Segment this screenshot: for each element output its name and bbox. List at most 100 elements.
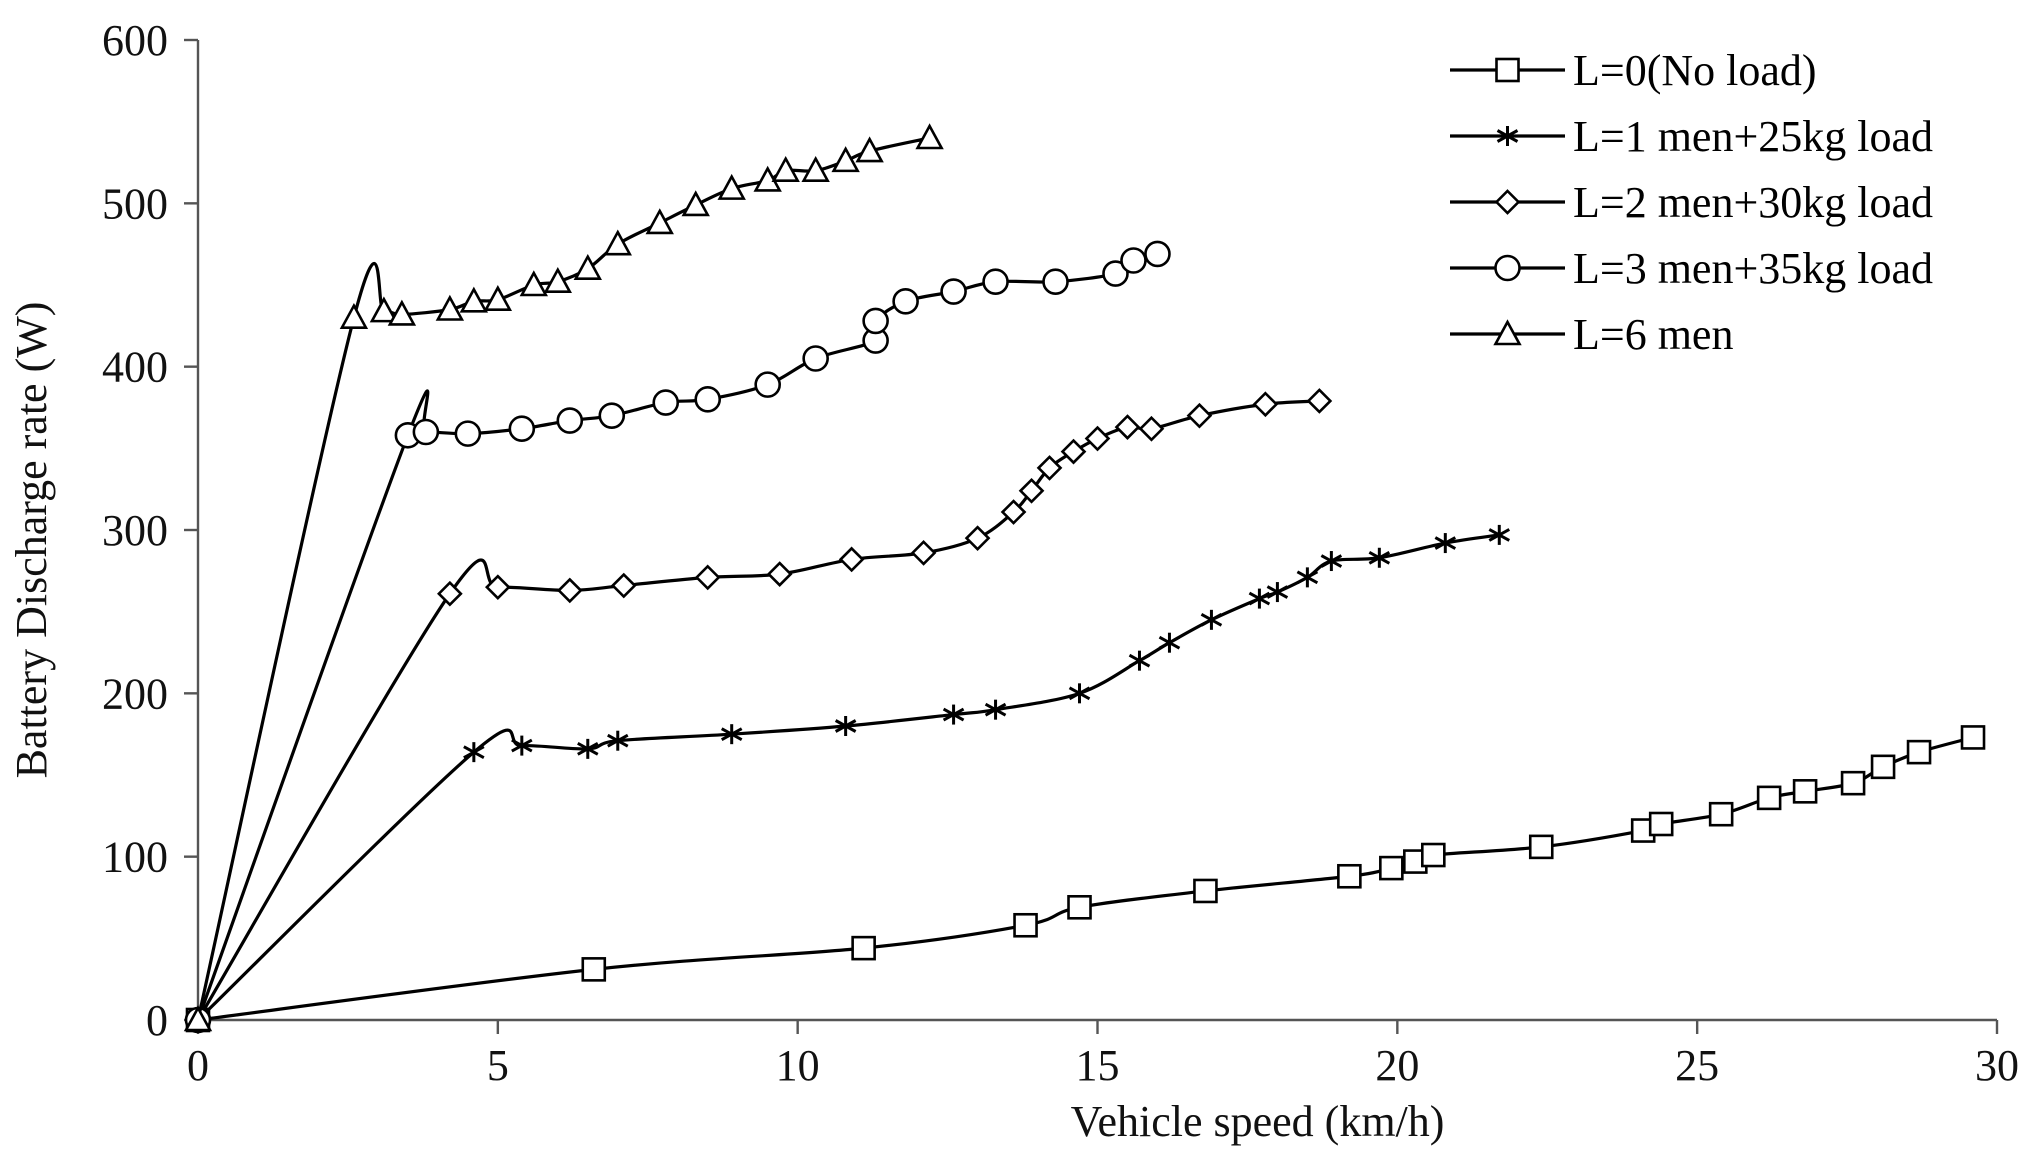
triangle-marker <box>369 296 399 323</box>
asterisk-marker <box>511 735 533 756</box>
diamond-marker <box>1114 414 1141 440</box>
triangle-marker <box>483 284 513 312</box>
circle-marker <box>598 402 626 429</box>
triangle-marker <box>915 123 944 150</box>
legend-label: L=2 men+30kg load <box>1573 178 1933 227</box>
triangle-marker <box>387 299 417 326</box>
triangle-marker <box>183 1005 213 1032</box>
square-marker <box>1648 811 1674 837</box>
circle-marker <box>454 420 482 447</box>
triangle-marker <box>435 294 465 321</box>
diamond-marker <box>1306 388 1333 414</box>
circle-marker <box>412 418 440 446</box>
asterisk-marker <box>942 704 965 725</box>
circle-marker <box>892 288 919 315</box>
asterisk-marker <box>1266 582 1289 603</box>
triangle-marker <box>855 136 884 163</box>
y-tick-label: 0 <box>146 996 168 1045</box>
diamond-marker <box>694 564 721 591</box>
legend-label: L=0(No load) <box>1573 46 1817 95</box>
square-marker <box>1792 779 1818 804</box>
square-marker <box>1708 801 1734 827</box>
series-triangle <box>183 123 944 1032</box>
x-tick-label: 0 <box>187 1041 209 1090</box>
square-marker <box>1337 863 1362 889</box>
series-line <box>196 533 1500 1022</box>
x-tick-label: 20 <box>1375 1041 1419 1090</box>
x-tick-label: 30 <box>1975 1041 2019 1090</box>
triangle-marker <box>573 253 602 280</box>
square-marker <box>1193 878 1218 904</box>
asterisk-marker <box>1248 588 1271 609</box>
diamond-marker <box>1060 438 1087 465</box>
diamond-marker <box>1036 455 1063 481</box>
diamond-marker <box>1138 415 1165 442</box>
legend-label: L=3 men+35kg load <box>1573 244 1933 293</box>
triangle-marker <box>519 270 549 297</box>
circle-marker <box>802 345 829 372</box>
diamond-marker <box>437 580 463 607</box>
x-tick-label: 10 <box>776 1041 820 1090</box>
y-tick-label: 200 <box>102 669 168 718</box>
asterisk-marker <box>607 730 629 751</box>
square-marker <box>851 935 876 961</box>
asterisk-marker <box>1434 533 1457 554</box>
series-asterisk <box>187 524 1510 1030</box>
legend-label: L=1 men+25kg load <box>1573 112 1933 161</box>
diamond-marker <box>766 561 793 587</box>
series-line <box>196 136 930 1021</box>
legend-label: L=6 men <box>1573 310 1733 359</box>
circle-marker <box>1494 254 1521 282</box>
circle-marker <box>694 386 722 413</box>
diamond-marker <box>838 546 865 573</box>
diamond-marker <box>910 540 937 566</box>
square-marker <box>1870 754 1896 780</box>
legend-item: L=2 men+30kg load <box>1450 178 1933 227</box>
x-ticks: 0 5 10 15 20 25 30 <box>187 1020 2019 1090</box>
asterisk-marker <box>1496 126 1519 146</box>
triangle-marker <box>645 208 674 235</box>
triangle-marker <box>801 155 830 182</box>
diamond-marker <box>1084 425 1111 452</box>
legend: L=0(No load) L=1 men+25kg load L=2 men+30k… <box>1450 46 1933 359</box>
circle-marker <box>508 415 536 443</box>
triangle-marker <box>339 302 369 329</box>
asterisk-marker <box>834 716 857 736</box>
square-marker <box>1379 855 1404 881</box>
square-marker <box>1528 834 1554 860</box>
triangle-marker <box>459 286 489 313</box>
circle-marker <box>982 268 1009 296</box>
circle-marker <box>652 389 680 416</box>
series-square <box>185 725 1986 1033</box>
asterisk-marker <box>1296 567 1319 588</box>
asterisk-marker <box>463 742 485 763</box>
y-axis-title: Battery Discharge rate (W) <box>7 302 56 779</box>
diamond-marker <box>610 572 637 599</box>
circle-marker <box>754 371 781 398</box>
square-marker <box>1495 57 1520 83</box>
square-marker <box>1013 912 1038 938</box>
asterisk-marker <box>720 724 743 745</box>
x-tick-label: 15 <box>1076 1041 1120 1090</box>
legend-item: L=1 men+25kg load <box>1450 112 1933 161</box>
triangle-marker <box>1493 319 1522 346</box>
series-group <box>183 123 1986 1034</box>
legend-item: L=6 men <box>1450 310 1733 359</box>
diamond-marker <box>1186 402 1213 429</box>
circle-marker <box>1144 240 1171 268</box>
y-tick-label: 600 <box>102 16 168 65</box>
y-tick-label: 500 <box>102 179 168 228</box>
circle-marker <box>1042 268 1069 296</box>
circle-marker <box>940 278 967 305</box>
triangle-marker <box>543 267 572 294</box>
circle-marker <box>862 307 889 335</box>
asterisk-marker <box>1320 551 1343 572</box>
diamond-marker <box>1000 499 1027 525</box>
legend-item: L=0(No load) <box>1450 46 1817 95</box>
circle-marker <box>556 407 584 434</box>
diamond-marker <box>1494 189 1521 215</box>
y-tick-label: 400 <box>102 343 168 392</box>
triangle-marker <box>717 173 746 200</box>
series-line <box>196 252 1158 1021</box>
